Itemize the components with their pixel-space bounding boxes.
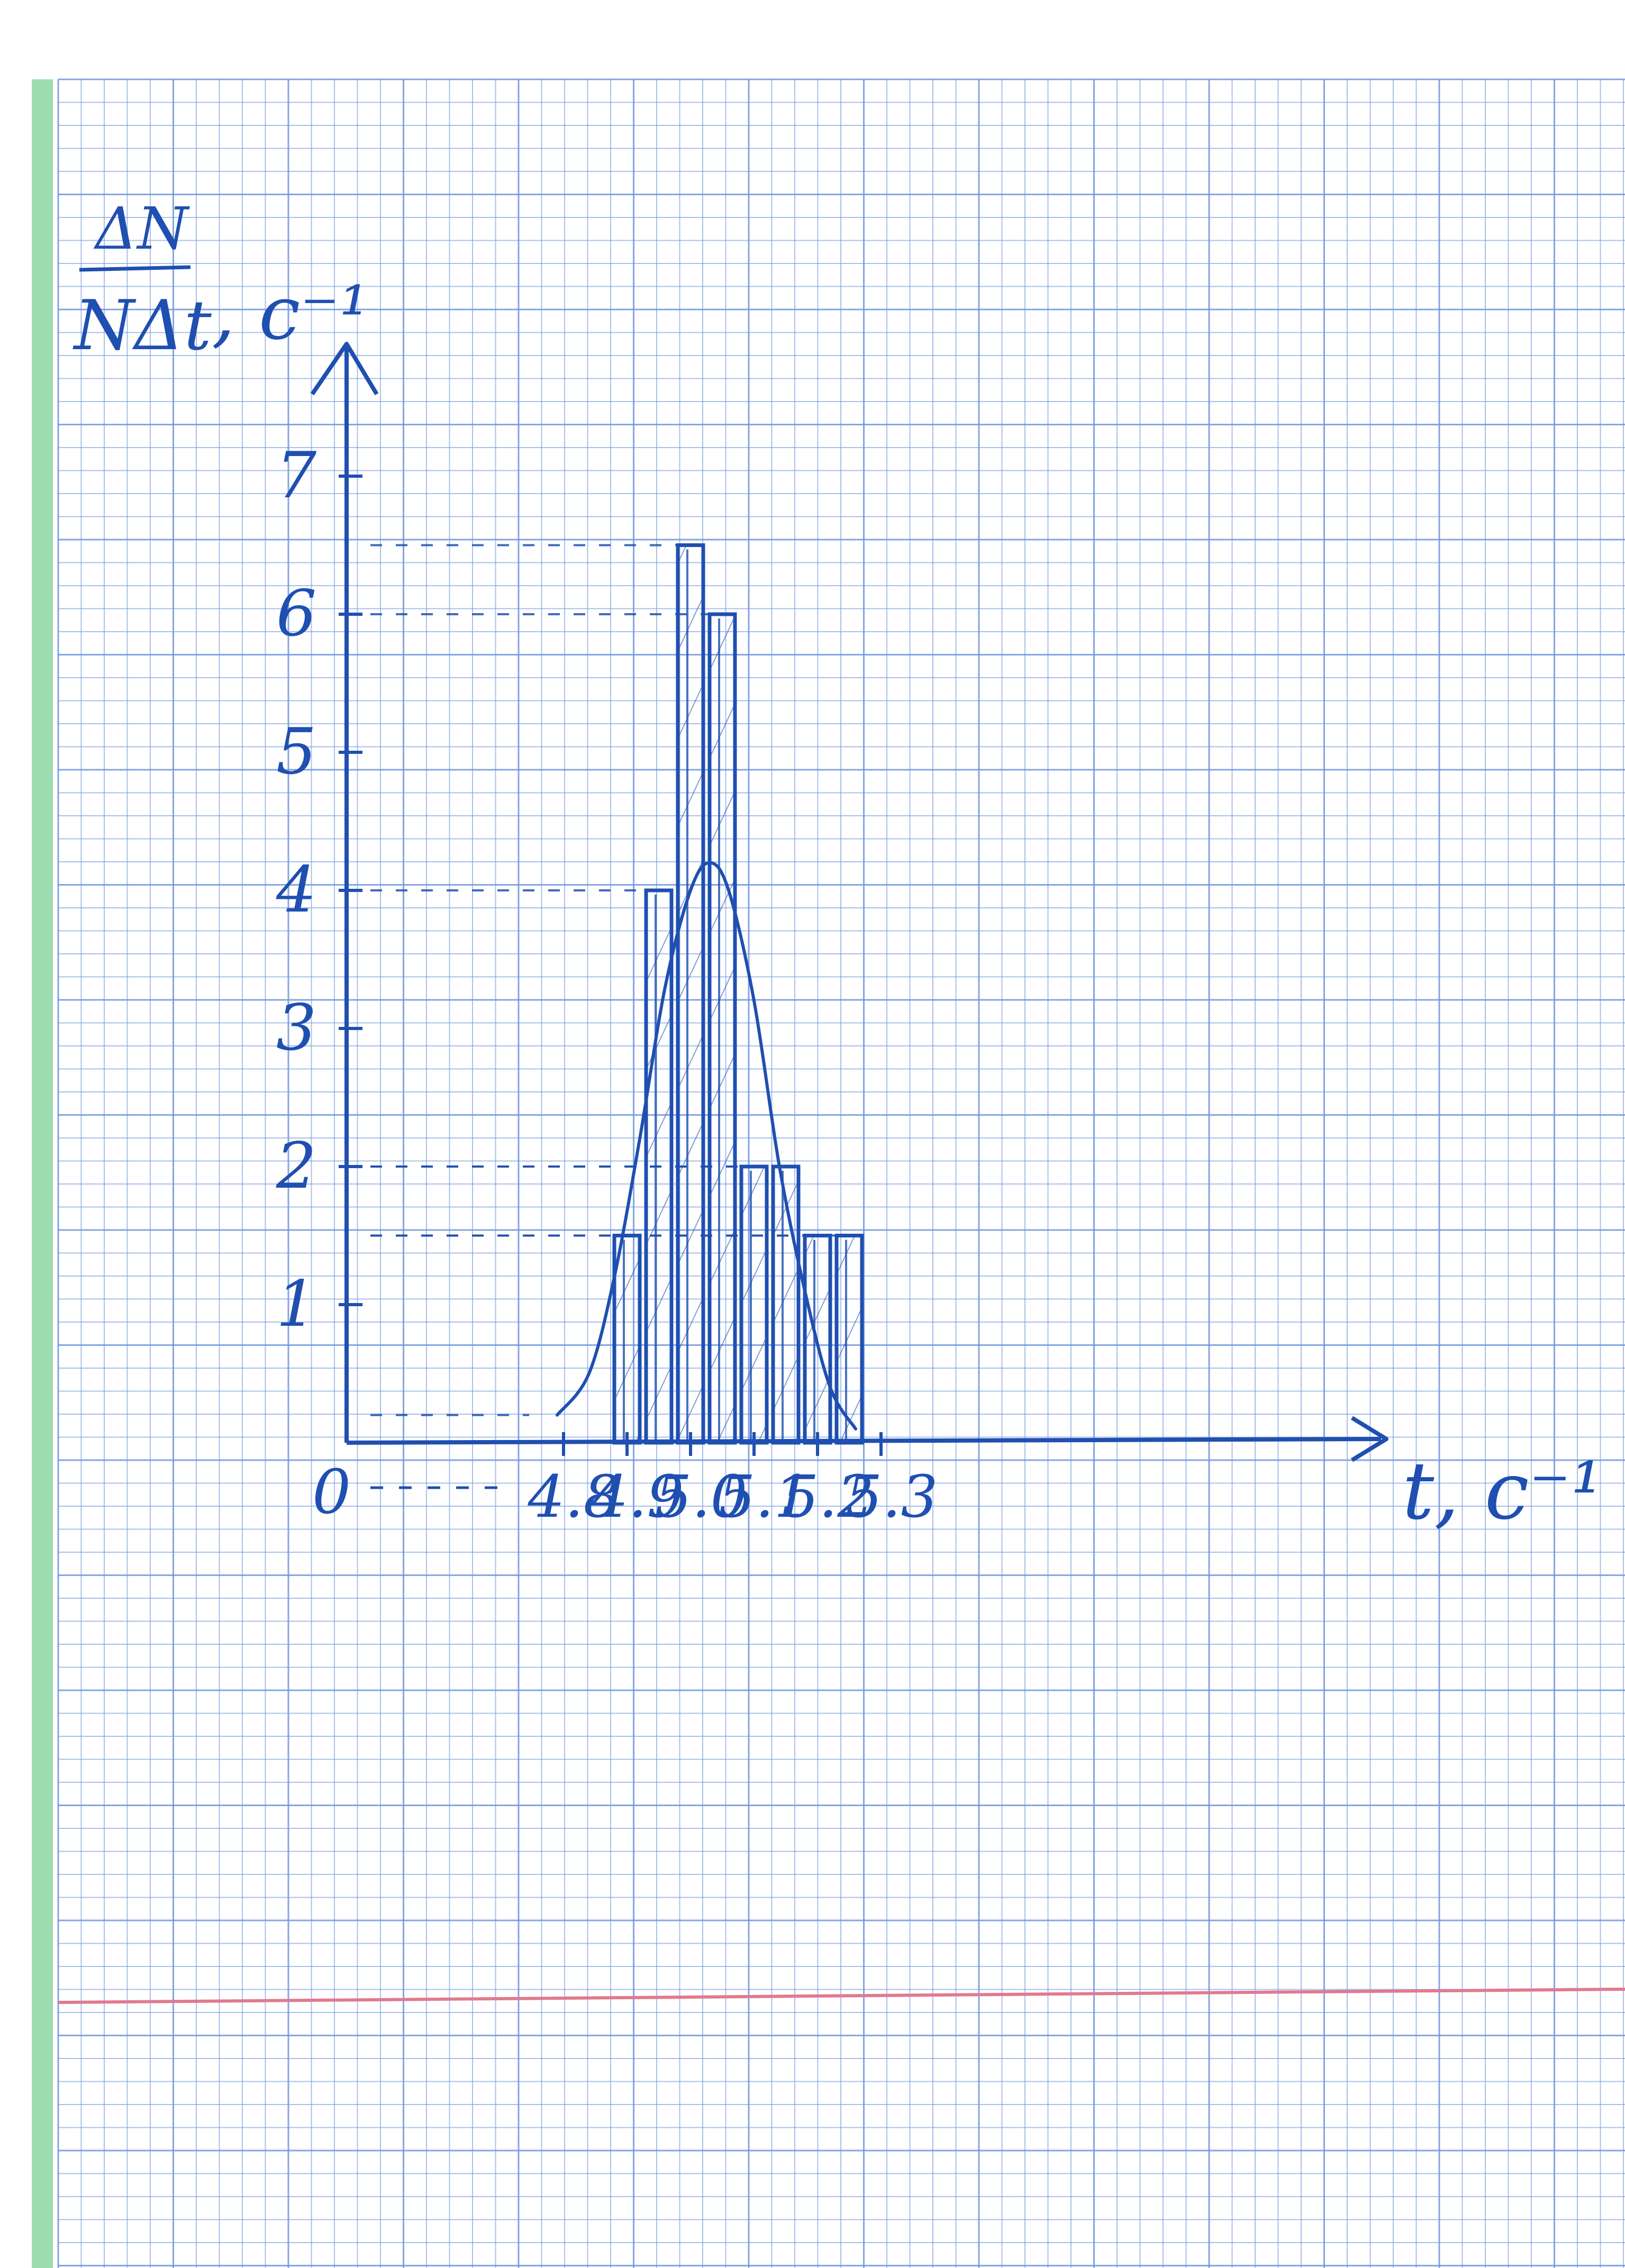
- x-tick-label: 5.3: [846, 1463, 938, 1531]
- y-tick-label: 2: [276, 1130, 316, 1203]
- grid-lines: [57, 78, 1625, 2268]
- histogram-bar: [612, 1234, 642, 1445]
- y-axis-label-denominator: NΔt: [72, 285, 212, 366]
- y-tick-label: 1: [276, 1268, 316, 1341]
- x-tick-label: 4.9: [591, 1463, 684, 1531]
- y-tick-label: 5: [276, 715, 316, 789]
- x-tick-label: 4.8: [528, 1463, 621, 1531]
- y-tick-label: 7: [276, 439, 317, 513]
- origin-label: 0: [312, 1457, 351, 1528]
- axes: [310, 342, 1388, 1462]
- margin-line: [58, 1988, 1625, 2004]
- y-tick-label: 3: [276, 991, 316, 1065]
- x-axis-label: t, c⁻¹: [1402, 1445, 1603, 1537]
- x-tick-label: 5.2: [782, 1463, 875, 1531]
- x-ticks: 4.84.95.05.15.25.3: [528, 1432, 938, 1531]
- y-tick-label: 4: [276, 853, 316, 927]
- density-curve: [556, 861, 857, 1431]
- histogram-bar: [771, 1164, 801, 1445]
- x-axis-arrow: [1350, 1416, 1388, 1462]
- y-ticks: 1 2 3 4 5 6 7: [276, 439, 362, 1341]
- y-tick-label: 6: [276, 577, 316, 651]
- paper-left-edge: [32, 79, 53, 2268]
- x-axis: [346, 1437, 1382, 1445]
- y-axis-arrow: [310, 342, 379, 396]
- y-axis-label-fraction-bar: [79, 265, 191, 272]
- x-tick-label: 5.1: [719, 1463, 811, 1531]
- histogram-bar: [707, 612, 737, 1445]
- x-tick-label: 5.0: [655, 1463, 748, 1531]
- histogram-bars: [612, 543, 864, 1445]
- histogram-bar: [676, 543, 705, 1445]
- y-axis-label-unit: , c⁻¹: [212, 270, 369, 357]
- histogram-bar: [739, 1164, 769, 1445]
- y-axis-label: ΔN NΔt , c⁻¹: [72, 195, 369, 366]
- y-axis-label-numerator: ΔN: [93, 195, 190, 262]
- histogram-bar: [834, 1234, 864, 1445]
